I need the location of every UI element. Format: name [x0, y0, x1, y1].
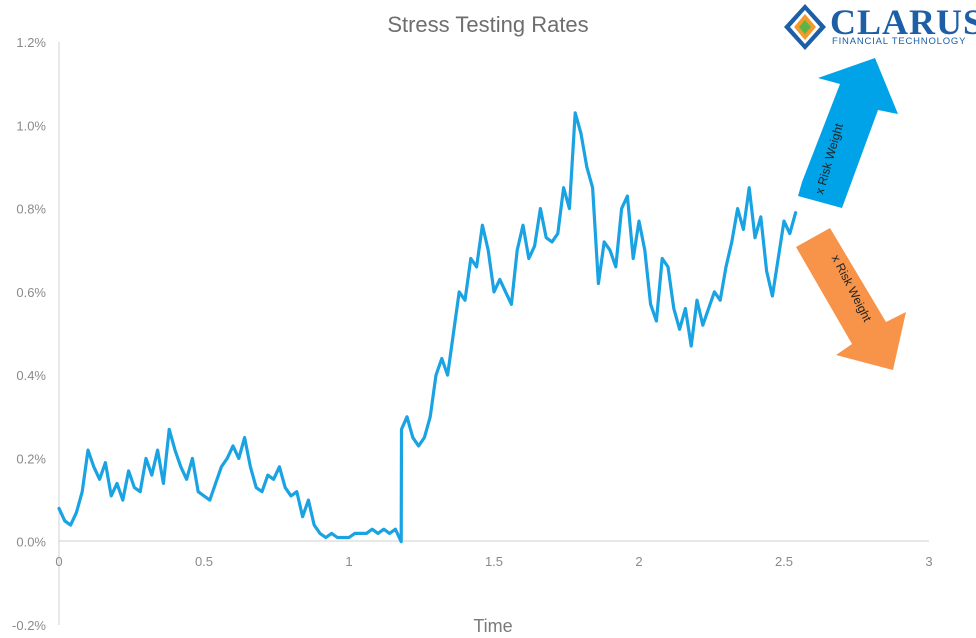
y-tick-label: -0.2%: [12, 618, 46, 633]
x-tick-label: 2.5: [775, 554, 793, 569]
logo-diamond-icon: [784, 4, 826, 50]
axes: [58, 42, 929, 625]
clarus-logo: CLARUS FINANCIAL TECHNOLOGY: [782, 2, 976, 54]
x-tick-label: 0: [55, 554, 62, 569]
x-tick-label: 1: [345, 554, 352, 569]
y-tick-label: 0.6%: [16, 285, 46, 300]
up-arrow-shape: [798, 58, 898, 208]
y-tick-labels: -0.2% 0.0% 0.2% 0.4% 0.6% 0.8% 1.0% 1.2%: [12, 35, 46, 633]
down-arrow-shape: [796, 228, 906, 370]
x-axis-title: Time: [473, 616, 512, 636]
down-arrow: x Risk Weight: [796, 228, 906, 370]
x-tick-labels: 0 0.5 1 1.5 2 2.5 3: [55, 554, 932, 569]
chart-title: Stress Testing Rates: [387, 12, 588, 37]
x-tick-label: 3: [925, 554, 932, 569]
y-tick-label: 0.4%: [16, 368, 46, 383]
x-tick-label: 1.5: [485, 554, 503, 569]
y-tick-label: 1.0%: [16, 118, 46, 133]
logo-wordmark: CLARUS: [830, 2, 976, 42]
x-tick-label: 0.5: [195, 554, 213, 569]
x-tick-label: 2: [635, 554, 642, 569]
y-tick-label: 1.2%: [16, 35, 46, 50]
y-tick-label: 0.0%: [16, 535, 46, 550]
up-arrow: x Risk Weight: [798, 58, 898, 208]
logo-subtitle: FINANCIAL TECHNOLOGY: [832, 36, 967, 47]
y-tick-label: 0.2%: [16, 451, 46, 466]
y-tick-label: 0.8%: [16, 202, 46, 217]
series-line: [57, 111, 798, 544]
